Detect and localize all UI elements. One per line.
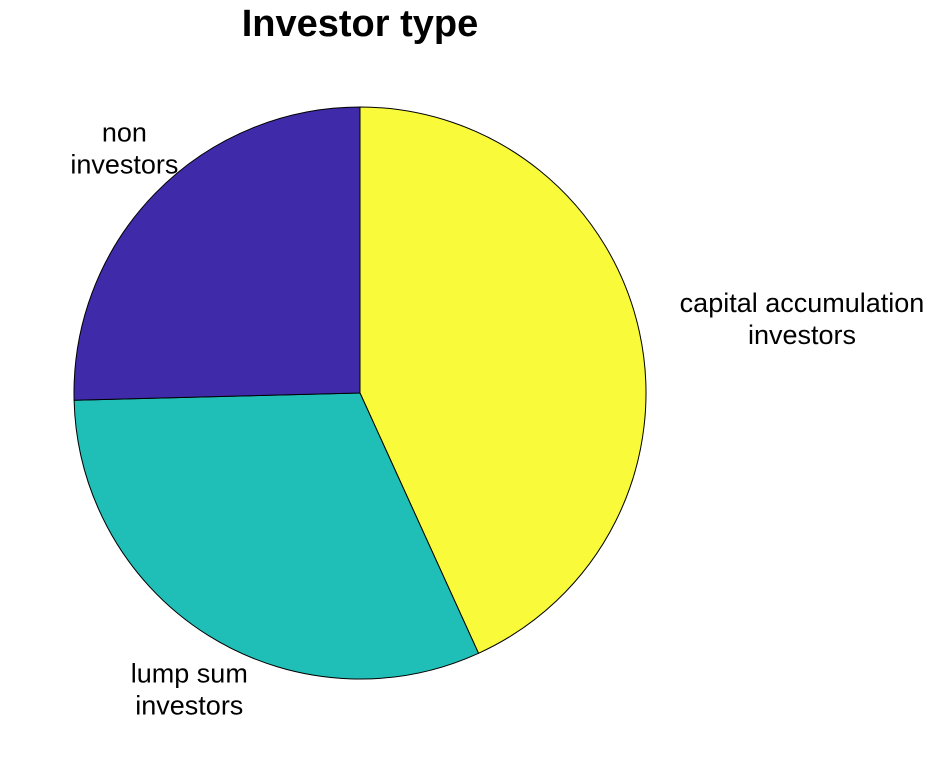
pie-slice-label: lump sum investors (131, 659, 248, 721)
pie-slice-label: non investors (70, 118, 178, 180)
pie-labels: capital accumulation investors lump sum inv… (70, 118, 924, 721)
pie-slice (73, 392, 480, 680)
pie-slice (73, 106, 361, 401)
pie-slice (359, 106, 647, 654)
pie-slice-label: capital accumulation investors (680, 288, 925, 350)
pie-slices (73, 106, 647, 680)
chart-title: Investor type (241, 3, 479, 45)
